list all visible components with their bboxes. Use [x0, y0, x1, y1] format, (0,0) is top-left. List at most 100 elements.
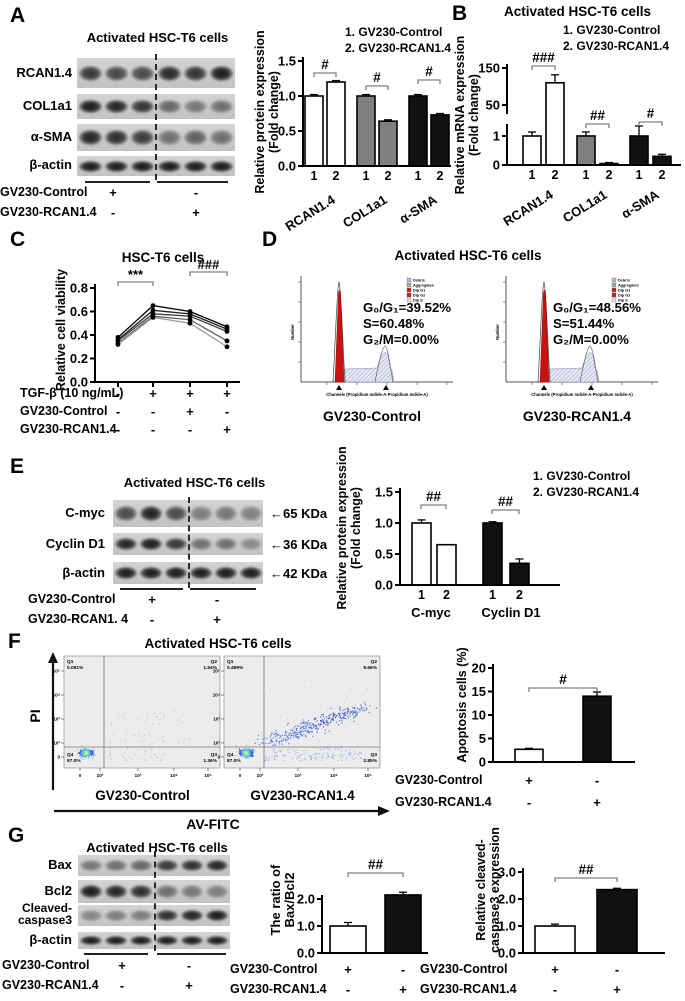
replicate-line — [117, 316, 228, 348]
bar-chart-svg: 0.0 1.0 2.0 3.0 ## — [498, 862, 665, 961]
blot-band — [180, 859, 204, 872]
cell-dot — [80, 748, 82, 750]
cell-dot — [284, 730, 287, 733]
sig-bracket — [117, 281, 154, 286]
cell-dot — [274, 702, 276, 704]
cell-dot — [320, 705, 323, 707]
cell-dot — [90, 755, 93, 757]
y-tick-label: 0.0 — [297, 946, 315, 961]
bar-chart-b: 0 1 50 150 1 2 1 2 1 2 RCAN1.4 COL1a1 α-SMA ### ## # — [450, 50, 685, 237]
line-chart-c: 0.0 0.2 0.4 0.6 0.8 *** ### TGF-β (10 ng/mL) - + +… — [20, 238, 265, 453]
cell-dot — [159, 748, 161, 750]
cell-dot — [297, 737, 300, 740]
cell-dot — [305, 735, 307, 738]
cell-dot — [170, 715, 172, 717]
cell-dot — [306, 724, 308, 726]
blot-band — [157, 160, 181, 172]
blot-band — [189, 537, 212, 551]
x-tick-label: 10³ — [135, 773, 142, 778]
condition-symbol: + — [223, 422, 231, 437]
g1-peak — [539, 289, 550, 383]
y-tick-label: 10³ — [53, 717, 60, 722]
lane-divider — [154, 851, 156, 951]
cell-dot — [337, 747, 339, 749]
cell-dot — [315, 727, 317, 730]
cell-dot — [86, 754, 88, 756]
condition-symbol: - — [149, 612, 155, 627]
bar — [514, 748, 544, 763]
cell-dot — [332, 712, 335, 714]
cell-dot — [245, 745, 248, 747]
cell-dot — [266, 737, 268, 739]
cell-dot — [362, 709, 364, 712]
blot-band — [164, 566, 187, 580]
cell-dot — [163, 716, 165, 718]
cell-dot — [316, 692, 318, 694]
cell-dot — [285, 734, 287, 736]
group-label: RCAN1.4 — [500, 186, 556, 229]
cell-dot — [340, 757, 342, 759]
blot-band — [78, 65, 102, 81]
cell-dot — [287, 748, 290, 750]
sig-label: # — [373, 70, 381, 85]
cell-dot — [352, 758, 354, 760]
line-chart-svg: 0.0 0.2 0.4 0.6 0.8 *** ### — [70, 257, 240, 390]
cell-dot — [182, 714, 185, 716]
condition-symbol: + — [192, 205, 200, 220]
cell-dot — [328, 715, 330, 717]
cell-dot — [124, 742, 126, 744]
cell-dot — [93, 755, 95, 757]
q4-label: Q4 — [67, 752, 74, 758]
cell-dot — [269, 688, 272, 690]
cell-dot — [278, 743, 281, 745]
cell-dot — [247, 753, 250, 756]
cell-dot — [110, 723, 113, 725]
legend-label: Dip G1 — [413, 289, 425, 293]
cell-dot — [312, 726, 315, 729]
cell-dot — [300, 719, 302, 721]
sig-label: ## — [368, 857, 384, 872]
cell-dot — [356, 711, 359, 713]
cell-dot — [352, 712, 354, 714]
blot-band — [78, 160, 102, 172]
cell-dot — [244, 747, 247, 749]
cell-dot — [303, 681, 305, 683]
sig-label: ## — [578, 862, 594, 877]
y-tick-label: 1.5 — [375, 485, 393, 500]
s-phase-region — [344, 351, 395, 383]
g2-marker — [383, 385, 389, 390]
flow-histogram-control: Debris Aggregates Dip G1 Dip G2 Dip S Channel… — [287, 270, 457, 407]
cell-dot — [324, 732, 326, 735]
blot-band — [139, 537, 162, 551]
blot-band — [214, 506, 237, 521]
cell-dot — [292, 757, 294, 759]
cell-dot — [310, 758, 312, 760]
blot-band — [164, 506, 187, 521]
cell-dot — [127, 745, 129, 747]
condition-symbol: - — [115, 422, 121, 437]
bar-number: 2 — [516, 588, 523, 602]
bar — [356, 95, 376, 167]
cell-dot — [282, 738, 284, 740]
blot-band — [131, 65, 155, 81]
cell-dot — [145, 750, 147, 753]
blot-row-label: Cleaved- caspase3 — [17, 901, 72, 927]
cell-dot — [290, 734, 292, 736]
panel-f-title: Activated HSC-T6 cells — [144, 636, 292, 651]
blot-band — [189, 566, 212, 580]
blot-band — [157, 65, 181, 81]
cell-dot — [353, 750, 355, 753]
blot-band — [180, 885, 204, 898]
cell-dot — [118, 717, 121, 720]
bar-number: 2 — [443, 588, 450, 602]
cell-dot — [315, 752, 317, 754]
condition-symbol: + — [344, 962, 352, 977]
condition-symbol: + — [109, 185, 117, 200]
q2-value: 9.66% — [363, 665, 377, 671]
cell-dot — [80, 750, 83, 752]
sig-label: ## — [590, 108, 606, 123]
blot-band — [180, 935, 204, 946]
flow-histogram-rcan: Debris Aggregates Dip G1 Dip G2 Dip S Channel… — [492, 270, 662, 407]
cell-dot — [274, 755, 276, 758]
cell-dot — [356, 686, 358, 688]
